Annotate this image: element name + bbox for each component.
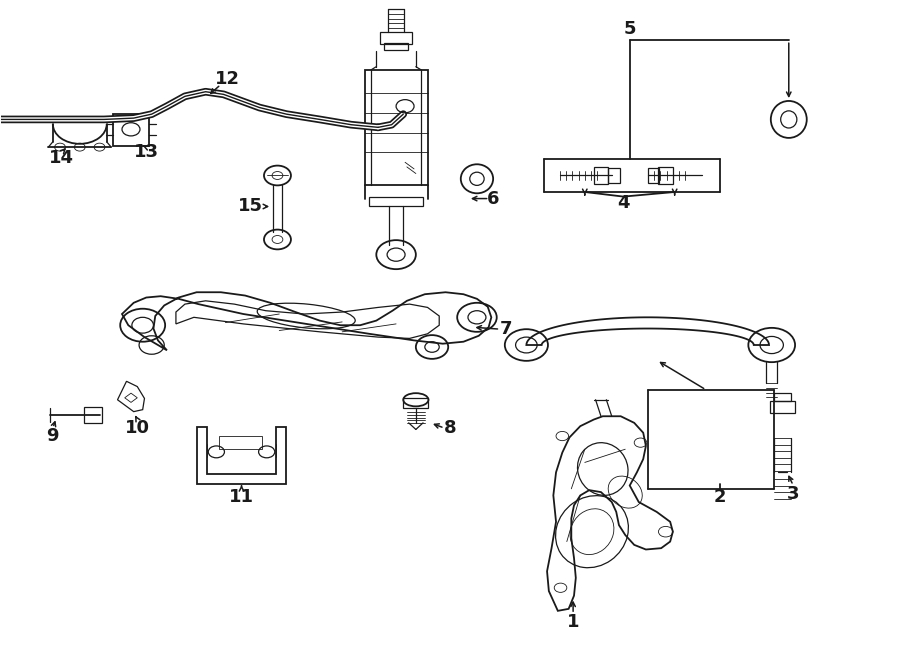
Text: 13: 13 (134, 143, 158, 161)
Text: 6: 6 (487, 190, 500, 208)
Bar (659, 167, 673, 184)
Bar (85, 407, 103, 423)
Bar (364, 70, 427, 185)
Text: 3: 3 (787, 485, 799, 503)
Bar (773, 393, 791, 401)
Text: 4: 4 (617, 194, 630, 212)
Text: 1: 1 (567, 613, 580, 631)
Bar (113, 114, 149, 146)
Bar (608, 169, 620, 182)
Bar (219, 436, 262, 449)
Bar (648, 169, 660, 182)
Text: 11: 11 (229, 488, 254, 506)
Bar (380, 32, 412, 44)
Bar (384, 43, 408, 50)
Bar (770, 401, 795, 413)
Polygon shape (526, 317, 769, 345)
Text: 14: 14 (50, 149, 75, 167)
Bar (403, 399, 428, 408)
Text: 7: 7 (500, 320, 512, 338)
Text: 5: 5 (624, 20, 636, 38)
Text: 10: 10 (125, 419, 149, 437)
Text: 15: 15 (238, 198, 263, 215)
Text: 12: 12 (214, 69, 239, 87)
Bar (594, 167, 608, 184)
Bar (369, 196, 423, 206)
Text: 9: 9 (47, 427, 59, 445)
Text: 8: 8 (444, 419, 456, 437)
Text: 2: 2 (714, 488, 725, 506)
